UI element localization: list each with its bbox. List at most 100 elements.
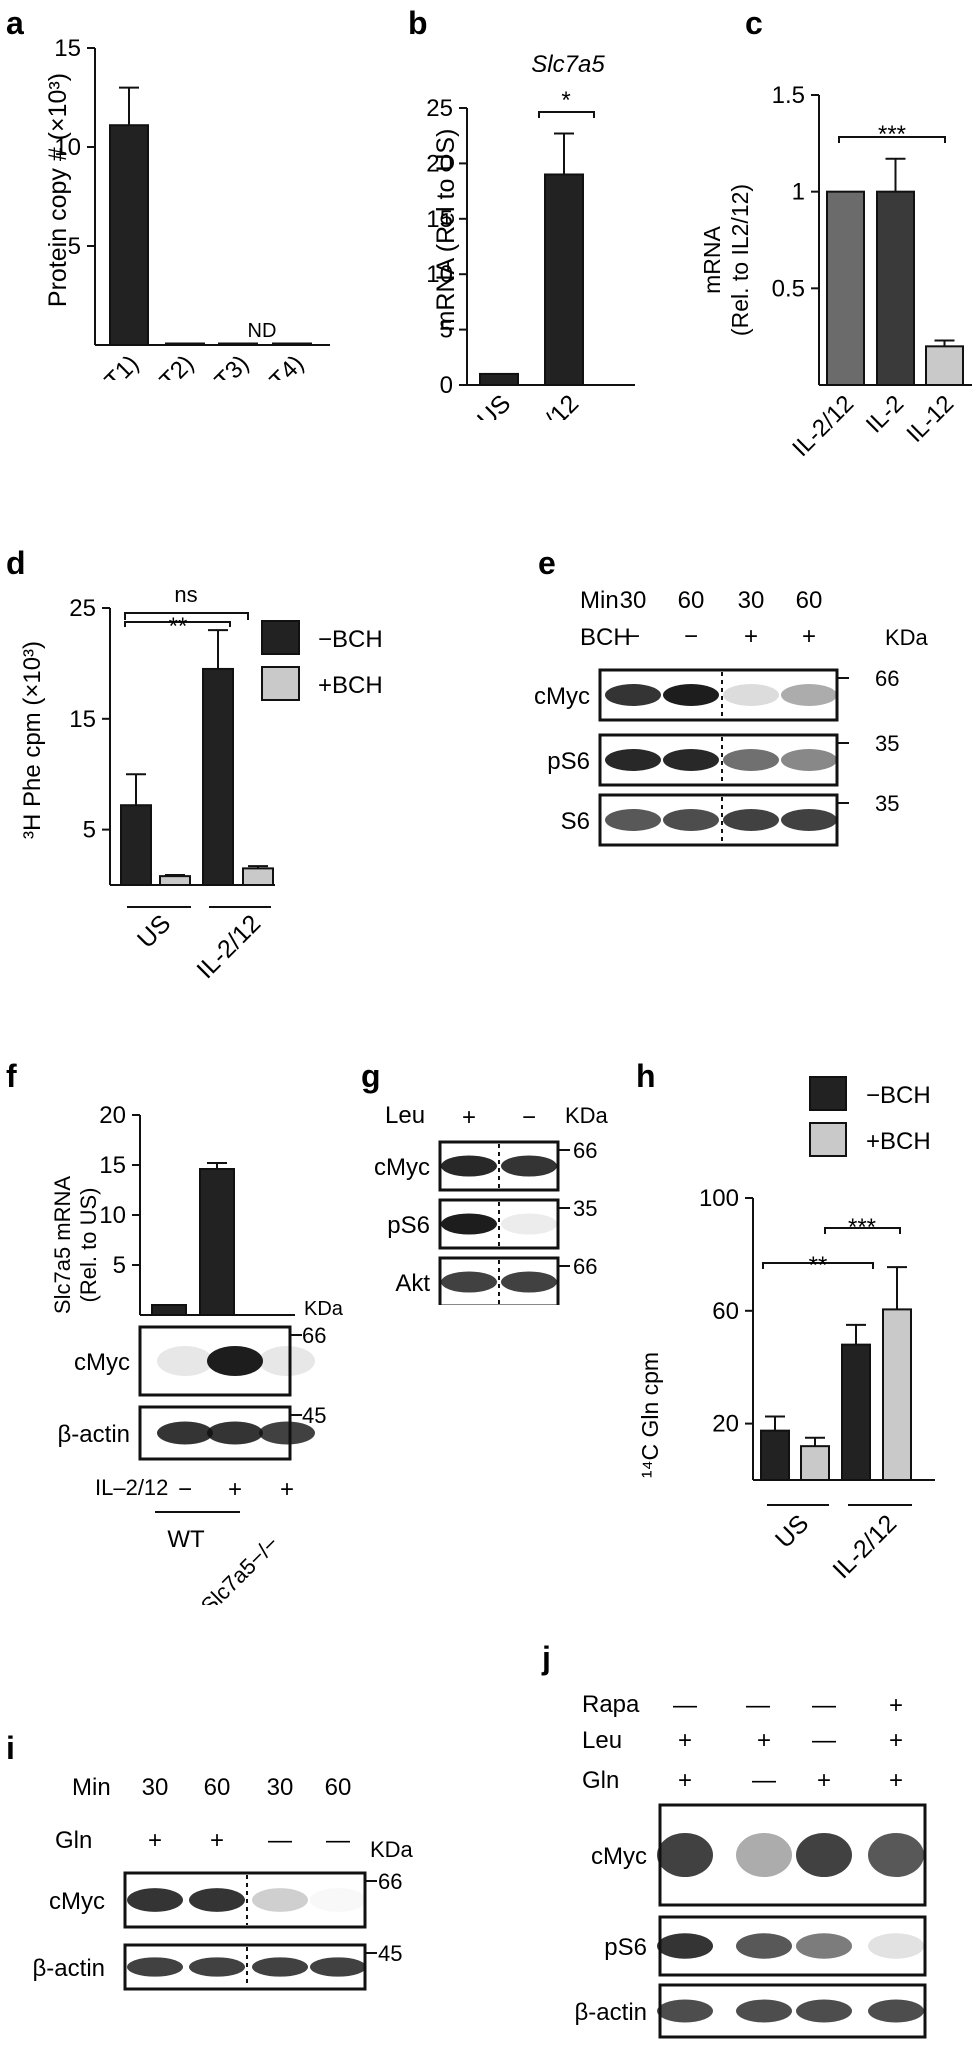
panel-d-bar [120,804,152,886]
panel-a-ytick-label: 15 [54,35,81,62]
panel-b-category-label: US [472,389,516,420]
panel-d-chart: d ³H Phe cpm (×10³) 25 15 5 ns ** US IL-2/1… [6,545,383,984]
panel-i-blot-label: β-actin [33,1955,106,1982]
panel-d-bar [202,667,234,886]
blot-band [157,1421,213,1445]
panel-c-bar [826,190,865,386]
panel-h-category-label: US [770,1509,814,1553]
panel-g-blot-label: Akt [395,1270,430,1297]
panel-b-bar [479,372,519,387]
blot-band [127,1888,183,1912]
blot-band [663,684,719,706]
panel-d-ytick-label: 15 [69,706,96,733]
panel-f-ylabel2: (Rel. to US) [76,1188,101,1303]
panel-b-ytick-label: 20 [426,150,453,177]
legend-swatch-minus-bch [261,620,300,655]
panel-j-blot-label: cMyc [591,1843,647,1870]
panel-h-legend-1: −BCH [866,1082,931,1109]
panel-h-ytick-label: 100 [699,1185,739,1212]
panel-h-ylabel: ¹⁴C Gln cpm [637,1352,663,1478]
panel-e-min-label: Min [580,587,619,614]
blot-band [441,1155,497,1177]
panel-g-blot: g Leu + − KDa cMyc 66 pS6 35 Akt 66 [361,1058,609,1308]
legend-swatch-plus-bch [261,666,300,701]
panel-d-ytick-label: 5 [83,817,96,844]
panel-i-kda-value: 45 [378,1941,402,1966]
panel-c-ytick-label: 0.5 [772,275,805,302]
panel-f-lane-label: + [228,1476,242,1503]
blot-band [252,1888,308,1912]
panel-f: f Slc7a5 mRNA (Rel. to US) 20 15 10 5 KDa c… [0,1045,350,1619]
panel-j-gln-label: Gln [582,1767,619,1794]
blot-band [796,1933,852,1959]
blot-band [252,1957,308,1977]
panel-h-bar [882,1308,912,1482]
blot-band [157,1346,213,1376]
blot-band [781,749,837,771]
panel-f-ytick-label: 10 [99,1202,126,1229]
panel-b-ytick-label: 0 [440,372,453,399]
panel-d-category-label: US [132,909,176,953]
panel-a-ylabel: Protein copy # (×10³) [44,73,72,307]
panel-j-lane-label: + [889,1727,903,1754]
blot-band [207,1346,263,1376]
blot-band [868,1999,924,2023]
blot-band [868,1833,924,1877]
panel-e-lane-label: 60 [796,587,823,614]
blot-band [657,1833,713,1877]
panel-j-lane-label: + [889,1692,903,1719]
panel-b-ytick-label: 5 [440,317,453,344]
panel-c-category-label: IL-2/12 [787,390,859,462]
panel-j-lane-label: — [812,1727,836,1754]
blot-band [781,684,837,706]
blot-band [736,1933,792,1959]
panel-i-lane-label: + [148,1827,162,1854]
blot-band [657,1999,713,2023]
panel-f-kda: KDa [304,1298,344,1320]
blot-band [605,809,661,831]
panel-b-ytick-label: 10 [426,261,453,288]
blot-band [796,1833,852,1877]
blot-band [663,749,719,771]
panel-i-kda-value: 66 [378,1869,402,1894]
panel-j-lane-label: — [746,1692,770,1719]
panel-f-bar [199,1168,235,1316]
panel-d-bar [242,867,274,887]
blot-band [501,1213,557,1235]
blot-band [259,1421,315,1445]
panel-j-blot-label: β-actin [575,1999,648,2026]
panel-f-ytick-label: 20 [99,1102,126,1129]
panel-h-bar [841,1343,871,1482]
panel-g: g Leu + − KDa cMyc 66 pS6 35 Akt 66 [355,1045,625,1308]
panel-j-lane-label: + [889,1767,903,1794]
panel-j-blot-label: pS6 [604,1934,647,1961]
panel-d: d ³H Phe cpm (×10³) 25 15 5 ns ** US IL-2/1… [0,540,440,1040]
panel-i-min-label: Min [72,1774,111,1801]
panel-f-lane-label: − [178,1476,192,1503]
panel-f-blot-label: cMyc [74,1349,130,1376]
panel-a-ytick-label: 5 [68,233,81,260]
panel-j-letter: j [541,1640,551,1676]
blot-band [189,1888,245,1912]
panel-i-blot-label: cMyc [49,1888,105,1915]
blot-band [501,1271,557,1293]
panel-b-bar [544,173,584,386]
panel-e-blot: e Min 30 60 30 60 BCH − − + + KDa cMyc 66 pS6 35 S… [534,545,929,847]
blot-band [781,809,837,831]
panel-d-category-label: IL-2/12 [191,909,266,984]
panel-j-rapa-label: Rapa [582,1691,640,1718]
panel-g-lane-label: − [522,1104,536,1131]
panel-c-ytick-label: 1 [792,179,805,206]
panel-g-blot-label: pS6 [387,1212,430,1239]
blot-band [723,684,779,706]
blot-band [868,1933,924,1959]
panel-g-lane-label: + [462,1104,476,1131]
panel-i-lane-label: — [326,1827,350,1854]
legend-swatch-plus-bch [809,1122,847,1157]
panel-e-blot-label: pS6 [547,748,590,775]
panel-f-kda-value: 45 [302,1403,326,1428]
panel-a-category-label: Slc7a5 (LAT1) [18,350,144,380]
panel-b: b Slc7a5 mRNA (Rel to US) 25 20 15 10 5 0 * U… [400,0,650,464]
blot-band [657,1933,713,1959]
panel-c-bar [925,345,964,387]
